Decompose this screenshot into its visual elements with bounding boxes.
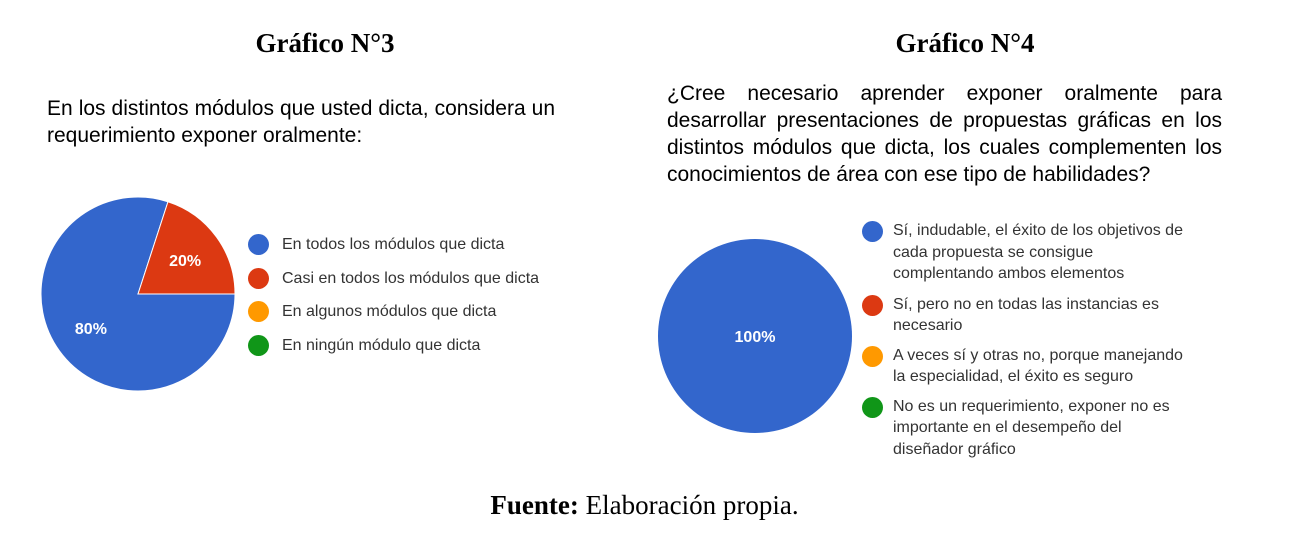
legend-label: A veces sí y otras no, porque manejando … bbox=[893, 346, 1183, 386]
legend-label: En ningún módulo que dicta bbox=[282, 336, 481, 354]
chart-3-title: Gráfico N°3 bbox=[255, 28, 395, 58]
legend-dot-icon bbox=[248, 267, 269, 289]
chart-3-legend-item: En todos los módulos que dicta bbox=[248, 228, 608, 262]
chart-3-slice-1 bbox=[137, 201, 236, 295]
chart-4-legend-item: Sí, indudable, el éxito de los objetivos… bbox=[862, 220, 1192, 285]
legend-label: Casi en todos los módulos que dicta bbox=[282, 269, 540, 287]
legend-dot-icon bbox=[862, 396, 883, 418]
chart-4-panel: Gráfico N°4 ¿Cree necesario aprender exp… bbox=[645, 0, 1289, 480]
legend-dot-icon bbox=[248, 334, 269, 356]
legend-dot-icon bbox=[248, 234, 269, 256]
chart-4-legend: Sí, indudable, el éxito de los objetivos… bbox=[862, 220, 1192, 468]
chart-4-question: ¿Cree necesario aprender exponer oralmen… bbox=[667, 82, 1222, 186]
chart-4-title: Gráfico N°4 bbox=[895, 28, 1035, 58]
chart-3-legend-item: En algunos módulos que dicta bbox=[248, 295, 608, 329]
chart-3-legend-item: En ningún módulo que dicta bbox=[248, 329, 608, 363]
chart-4-legend-item: Sí, pero no en todas las instancias es n… bbox=[862, 294, 1192, 337]
legend-label: Sí, pero no en todas las instancias es n… bbox=[893, 295, 1159, 335]
chart-3-legend: En todos los módulos que dicta Casi en t… bbox=[248, 228, 608, 362]
chart-3-pie: 80% 20% bbox=[40, 196, 236, 392]
source-label: Fuente: bbox=[490, 490, 579, 520]
legend-dot-icon bbox=[862, 221, 883, 242]
chart-4-legend-item: No es un requerimiento, exponer no es im… bbox=[862, 396, 1192, 461]
legend-dot-icon bbox=[862, 345, 883, 367]
legend-dot-icon bbox=[248, 301, 269, 323]
legend-label: En todos los módulos que dicta bbox=[282, 236, 505, 253]
chart-4-pie: 100% bbox=[658, 239, 852, 433]
chart-3-panel: Gráfico N°3 En los distintos módulos que… bbox=[0, 0, 640, 480]
chart-3-slice-label-1: 20% bbox=[169, 253, 201, 270]
legend-label: En algunos módulos que dicta bbox=[282, 303, 497, 320]
chart-3-slice-label-0: 80% bbox=[75, 321, 107, 338]
source-caption: Fuente: Elaboración propia. bbox=[0, 490, 1289, 521]
chart-4-slice-0 bbox=[658, 239, 852, 433]
chart-4-legend-item: A veces sí y otras no, porque manejando … bbox=[862, 345, 1192, 388]
source-text: Elaboración propia. bbox=[578, 490, 799, 520]
chart-3-question: En los distintos módulos que usted dicta… bbox=[47, 97, 555, 147]
chart-3-legend-item: Casi en todos los módulos que dicta bbox=[248, 262, 608, 296]
legend-dot-icon bbox=[862, 294, 883, 316]
legend-label: Sí, indudable, el éxito de los objetivos… bbox=[893, 222, 1183, 282]
legend-label: No es un requerimiento, exponer no es im… bbox=[893, 397, 1170, 458]
chart-4-slice-label-0: 100% bbox=[735, 329, 776, 346]
